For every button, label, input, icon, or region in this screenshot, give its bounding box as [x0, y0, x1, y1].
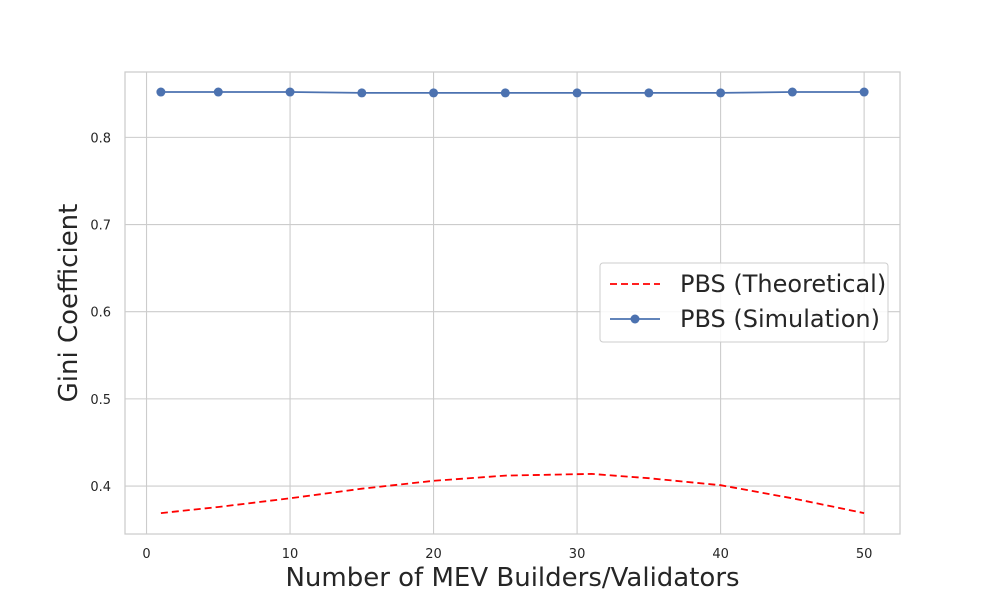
- data-point: [357, 88, 367, 98]
- y-axis-title: Gini Coefficient: [54, 204, 84, 403]
- data-point: [716, 88, 726, 98]
- x-axis-title: Number of MEV Builders/Validators: [285, 563, 739, 593]
- x-tick-label: 50: [856, 547, 873, 562]
- y-tick-label: 0.6: [90, 306, 111, 321]
- x-tick-label: 0: [142, 547, 150, 562]
- data-point: [500, 88, 510, 98]
- x-tick-label: 30: [569, 547, 586, 562]
- data-point: [213, 87, 223, 97]
- series: [156, 87, 869, 514]
- data-point: [644, 88, 654, 98]
- series-line: [160, 472, 865, 514]
- series-1: [156, 87, 869, 98]
- y-tick-label: 0.7: [90, 219, 111, 234]
- series-0: [160, 472, 865, 514]
- y-tick-label: 0.5: [90, 393, 111, 408]
- y-tick-label: 0.8: [90, 131, 111, 146]
- data-point: [787, 87, 797, 97]
- x-tick-label: 40: [712, 547, 729, 562]
- data-point: [572, 88, 582, 98]
- legend: PBS (Theoretical) PBS (Simulation): [599, 262, 889, 343]
- data-point: [859, 87, 869, 97]
- x-tick-label: 20: [425, 547, 442, 562]
- legend-box: [599, 262, 889, 343]
- legend-label: PBS (Simulation): [680, 305, 880, 333]
- tick-labels: 0 10 20 30 40 50 0.4 0.5 0.6 0.7 0.8: [90, 131, 872, 562]
- data-point: [156, 87, 166, 97]
- legend-swatch-marker: [630, 314, 640, 324]
- plot-area-frame: [124, 71, 901, 535]
- data-point: [429, 88, 439, 98]
- y-tick-label: 0.4: [90, 480, 111, 495]
- data-point: [285, 87, 295, 97]
- x-tick-label: 10: [282, 547, 299, 562]
- legend-label: PBS (Theoretical): [680, 270, 886, 298]
- series-line: [160, 91, 865, 94]
